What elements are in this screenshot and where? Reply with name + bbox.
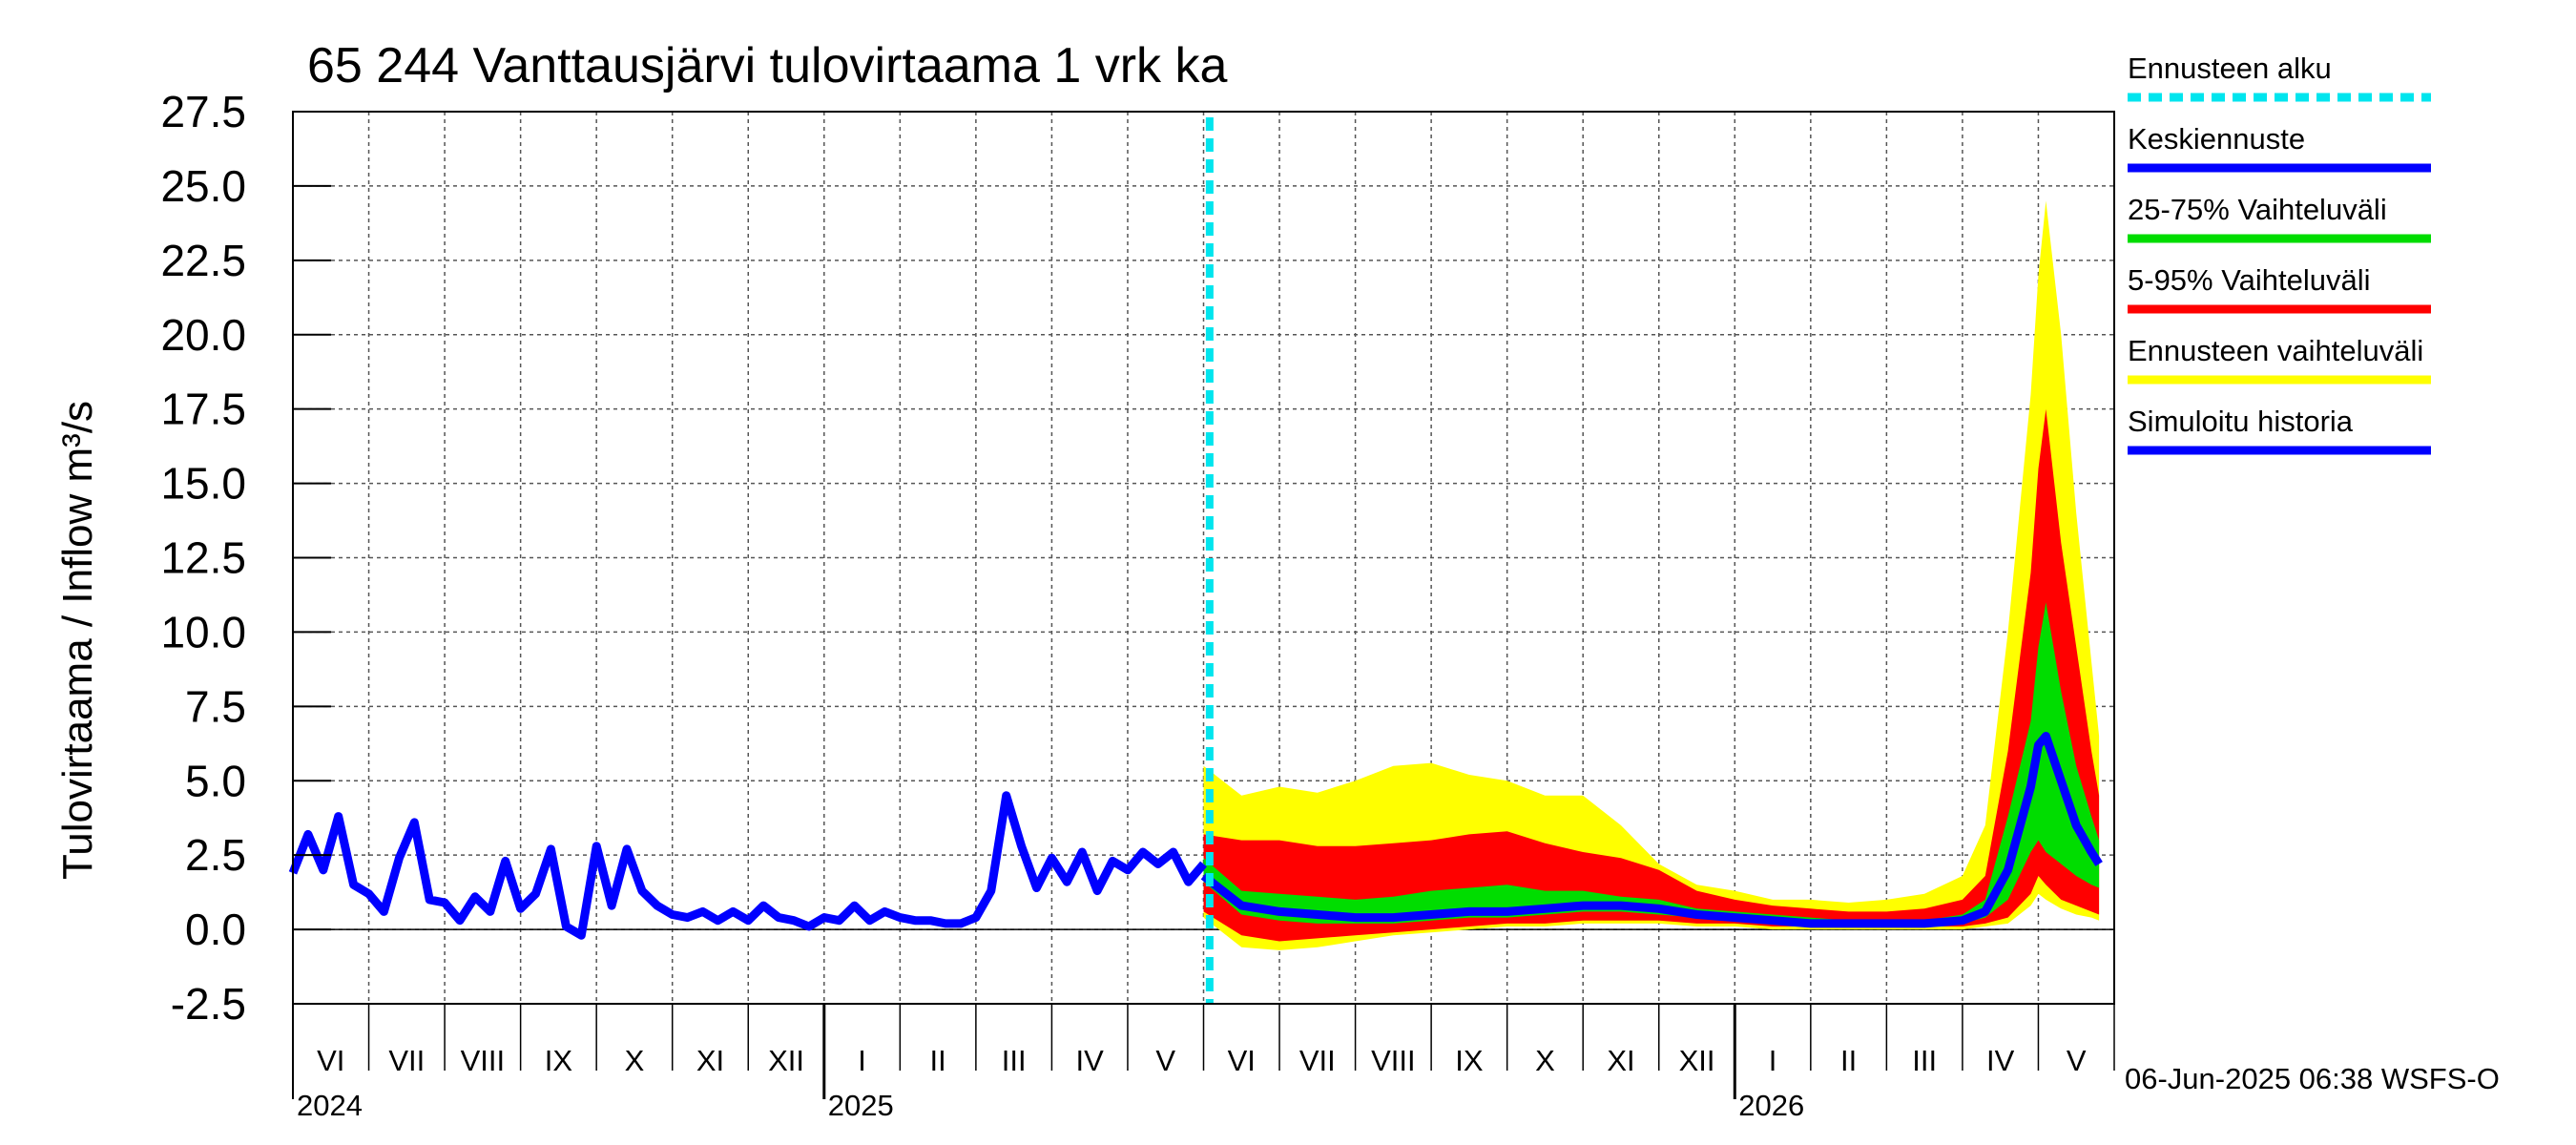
y-tick-label: 25.0 [160, 161, 246, 211]
chart-title: 65 244 Vanttausjärvi tulovirtaama 1 vrk … [307, 38, 1227, 94]
month-label: I [1769, 1044, 1777, 1077]
month-label: VIII [461, 1044, 506, 1077]
month-label: III [1002, 1044, 1027, 1077]
series-lines [288, 117, 2103, 1004]
line-simulated-history [288, 791, 1207, 940]
y-tick-label: 10.0 [160, 607, 246, 656]
y-tick-label: 20.0 [160, 310, 246, 360]
band-forecast-range [1203, 200, 2100, 950]
month-label: XI [1607, 1044, 1634, 1077]
y-axis: 27.5 25.0 22.5 20.0 17.5 15.0 12.5 10.0 7.5 5.0 2.… [160, 87, 331, 1029]
x-axis: VI VII VIII IX X XI XII I II III IV V VI VII VIII IX X XI… [292, 1004, 2115, 1122]
month-label: X [625, 1044, 645, 1077]
month-label: IX [1455, 1044, 1484, 1077]
y-tick-label: 22.5 [160, 236, 246, 285]
month-label: VI [1228, 1044, 1256, 1077]
legend-label: Keskiennuste [2128, 122, 2305, 156]
legend-label: Ennusteen vaihteluväli [2128, 334, 2423, 367]
month-label: IX [545, 1044, 573, 1077]
y-tick-label: 0.0 [185, 905, 246, 954]
y-tick-label: -2.5 [171, 979, 246, 1029]
year-label: 2024 [297, 1089, 363, 1122]
y-tick-label: 7.5 [185, 681, 246, 731]
band-25-75 [1203, 602, 2100, 926]
month-label: XII [768, 1044, 804, 1077]
month-label: VIII [1371, 1044, 1416, 1077]
month-label: II [1840, 1044, 1857, 1077]
year-label: 2026 [1738, 1089, 1804, 1122]
y-tick-label: 2.5 [185, 830, 246, 880]
line-mean-forecast [1200, 732, 2103, 928]
month-label: IV [1076, 1044, 1105, 1077]
month-label: XII [1679, 1044, 1715, 1077]
month-label: II [929, 1044, 945, 1077]
y-axis-label: Tulovirtaama / Inflow m³/s [54, 401, 101, 880]
month-label: IV [1986, 1044, 2015, 1077]
month-label: VII [388, 1044, 425, 1077]
forecast-bands [1203, 200, 2100, 950]
legend-label: Simuloitu historia [2128, 405, 2354, 438]
month-label: III [1912, 1044, 1937, 1077]
month-label: XI [696, 1044, 724, 1077]
legend-label: Ennusteen alku [2128, 52, 2332, 85]
footer-timestamp: 06-Jun-2025 06:38 WSFS-O [2125, 1062, 2500, 1095]
y-tick-label: 15.0 [160, 459, 246, 509]
month-label: VII [1299, 1044, 1336, 1077]
y-tick-label: 27.5 [160, 87, 246, 136]
month-label: X [1535, 1044, 1555, 1077]
legend-label: 5-95% Vaihteluväli [2128, 263, 2370, 297]
month-label: V [1155, 1044, 1175, 1077]
month-label: VI [317, 1044, 344, 1077]
y-tick-label: 12.5 [160, 533, 246, 583]
year-label: 2025 [828, 1089, 894, 1122]
month-label: V [2067, 1044, 2087, 1077]
legend: Ennusteen alku Keskiennuste 25-75% Vaihtel… [2128, 52, 2431, 455]
month-label: I [858, 1044, 866, 1077]
legend-label: 25-75% Vaihteluväli [2128, 193, 2387, 226]
y-tick-label: 17.5 [160, 385, 246, 434]
y-tick-label: 5.0 [185, 756, 246, 805]
